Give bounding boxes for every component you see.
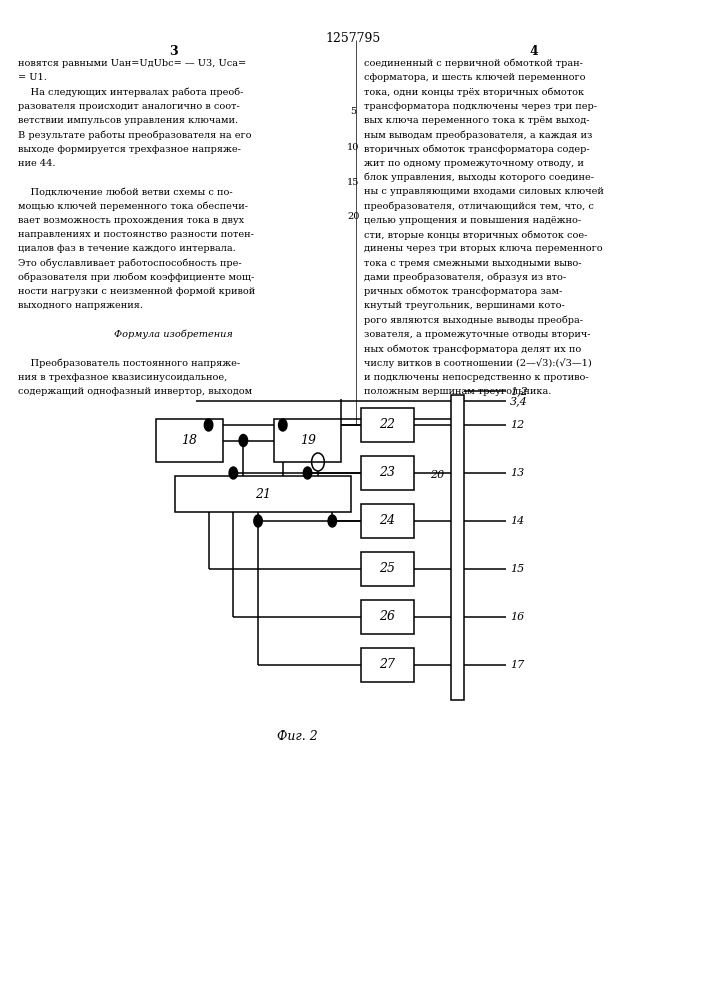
Text: В результате работы преобразователя на его: В результате работы преобразователя на е… — [18, 130, 251, 140]
Text: тока, одни концы трёх вторичных обмоток: тока, одни концы трёх вторичных обмоток — [364, 88, 584, 97]
Text: На следующих интервалах работа преоб-: На следующих интервалах работа преоб- — [18, 88, 243, 97]
Text: трансформатора подключены через три пер-: трансформатора подключены через три пер- — [364, 102, 597, 111]
Bar — [361, 504, 414, 538]
Text: 4: 4 — [530, 45, 538, 58]
Text: циалов фаз в течение каждого интервала.: циалов фаз в течение каждого интервала. — [18, 244, 235, 253]
Text: блок управления, выходы которого соедине-: блок управления, выходы которого соедине… — [364, 173, 594, 182]
Text: 13: 13 — [510, 468, 524, 478]
Text: = U1.: = U1. — [18, 73, 47, 82]
Text: числу витков в соотношении (2—√3):(√3—1): числу витков в соотношении (2—√3):(√3—1) — [364, 358, 592, 368]
Text: образователя при любом коэффициенте мощ-: образователя при любом коэффициенте мощ- — [18, 273, 254, 282]
Text: ния в трехфазное квазисинусоидальное,: ния в трехфазное квазисинусоидальное, — [18, 372, 227, 381]
Text: 24: 24 — [379, 514, 395, 527]
Bar — [274, 419, 341, 462]
Text: Подключение любой ветви схемы с по-: Подключение любой ветви схемы с по- — [18, 187, 233, 196]
Text: содержащий однофазный инвертор, выходом: содержащий однофазный инвертор, выходом — [18, 387, 252, 396]
Circle shape — [229, 467, 238, 479]
Text: и подключены непосредственно к противо-: и подключены непосредственно к противо- — [364, 372, 589, 381]
Text: сформатора, и шесть ключей переменного: сформатора, и шесть ключей переменного — [364, 73, 585, 82]
Bar — [156, 419, 223, 462]
Text: ны с управляющими входами силовых ключей: ны с управляющими входами силовых ключей — [364, 187, 604, 196]
Text: 25: 25 — [379, 562, 395, 576]
Text: Фиг. 2: Фиг. 2 — [276, 730, 317, 743]
Text: преобразователя, отличающийся тем, что, с: преобразователя, отличающийся тем, что, … — [364, 202, 594, 211]
Text: кнутый треугольник, вершинами кото-: кнутый треугольник, вершинами кото- — [364, 301, 565, 310]
Text: 1,2: 1,2 — [510, 386, 527, 396]
Text: Это обуславливает работоспособность пре-: Это обуславливает работоспособность пре- — [18, 259, 241, 268]
Bar — [175, 476, 351, 512]
Circle shape — [204, 419, 213, 431]
Text: соединенный с первичной обмоткой тран-: соединенный с первичной обмоткой тран- — [364, 59, 583, 68]
Bar — [361, 456, 414, 490]
Text: дами преобразователя, образуя из вто-: дами преобразователя, образуя из вто- — [364, 273, 566, 282]
Text: ричных обмоток трансформатора зам-: ричных обмоток трансформатора зам- — [364, 287, 562, 296]
Text: новятся равными Uан=UдUbc= — U3, Uca=: новятся равными Uан=UдUbc= — U3, Uca= — [18, 59, 246, 68]
Text: 19: 19 — [300, 434, 316, 447]
Text: вает возможность прохождения тока в двух: вает возможность прохождения тока в двух — [18, 216, 244, 225]
Text: выходного напряжения.: выходного напряжения. — [18, 301, 143, 310]
Circle shape — [303, 467, 312, 479]
Text: 14: 14 — [510, 516, 524, 526]
Circle shape — [279, 419, 287, 431]
Bar — [361, 600, 414, 634]
Text: 22: 22 — [379, 418, 395, 431]
Text: выходе формируется трехфазное напряже-: выходе формируется трехфазное напряже- — [18, 145, 240, 154]
Text: 1257795: 1257795 — [326, 32, 381, 45]
Text: Преобразователь постоянного напряже-: Преобразователь постоянного напряже- — [18, 358, 240, 368]
Text: положным вершинам треугольника.: положным вершинам треугольника. — [364, 387, 551, 396]
Text: 10: 10 — [347, 143, 360, 152]
Text: тока с тремя смежными выходными выво-: тока с тремя смежными выходными выво- — [364, 259, 582, 268]
Circle shape — [239, 434, 247, 446]
Text: 15: 15 — [347, 178, 360, 187]
Text: ных обмоток трансформатора делят их по: ных обмоток трансформатора делят их по — [364, 344, 581, 354]
Text: 16: 16 — [510, 612, 524, 622]
Text: вых ключа переменного тока к трём выход-: вых ключа переменного тока к трём выход- — [364, 116, 590, 125]
Text: сти, вторые концы вторичных обмоток сое-: сти, вторые концы вторичных обмоток сое- — [364, 230, 588, 240]
Bar — [361, 552, 414, 586]
Text: рого являются выходные выводы преобра-: рого являются выходные выводы преобра- — [364, 316, 583, 325]
Text: динены через три вторых ключа переменного: динены через три вторых ключа переменног… — [364, 244, 603, 253]
Bar — [361, 648, 414, 682]
Text: 27: 27 — [379, 658, 395, 672]
Text: мощью ключей переменного тока обеспечи-: мощью ключей переменного тока обеспечи- — [18, 202, 247, 211]
Text: ветствии импульсов управления ключами.: ветствии импульсов управления ключами. — [18, 116, 238, 125]
Text: 21: 21 — [255, 488, 271, 500]
Text: зователя, а промежуточные отводы вторич-: зователя, а промежуточные отводы вторич- — [364, 330, 590, 339]
Text: ние 44.: ние 44. — [18, 159, 55, 168]
Text: целью упрощения и повышения надёжно-: целью упрощения и повышения надёжно- — [364, 216, 581, 225]
Text: 5: 5 — [351, 107, 356, 116]
Text: вторичных обмоток трансформатора содер-: вторичных обмоток трансформатора содер- — [364, 145, 590, 154]
Text: 20: 20 — [347, 212, 360, 221]
Text: 26: 26 — [379, 610, 395, 624]
Text: направлениях и постоянство разности потен-: направлениях и постоянство разности поте… — [18, 230, 254, 239]
Bar — [361, 408, 414, 442]
Circle shape — [254, 515, 262, 527]
Text: 23: 23 — [379, 466, 395, 480]
Text: 3,4: 3,4 — [510, 396, 527, 406]
Text: 18: 18 — [181, 434, 197, 447]
Bar — [451, 395, 464, 700]
Text: 17: 17 — [510, 660, 524, 670]
Text: разователя происходит аналогично в соот-: разователя происходит аналогично в соот- — [18, 102, 240, 111]
Text: ным выводам преобразователя, а каждая из: ным выводам преобразователя, а каждая из — [364, 130, 592, 140]
Circle shape — [328, 515, 337, 527]
Text: 3: 3 — [169, 45, 177, 58]
Text: 15: 15 — [510, 564, 524, 574]
Text: ности нагрузки с неизменной формой кривой: ности нагрузки с неизменной формой криво… — [18, 287, 255, 296]
Text: жит по одному промежуточному отводу, и: жит по одному промежуточному отводу, и — [364, 159, 584, 168]
Text: 12: 12 — [510, 420, 524, 430]
Text: 20: 20 — [430, 470, 444, 480]
Text: Формула изобретения: Формула изобретения — [114, 330, 233, 339]
